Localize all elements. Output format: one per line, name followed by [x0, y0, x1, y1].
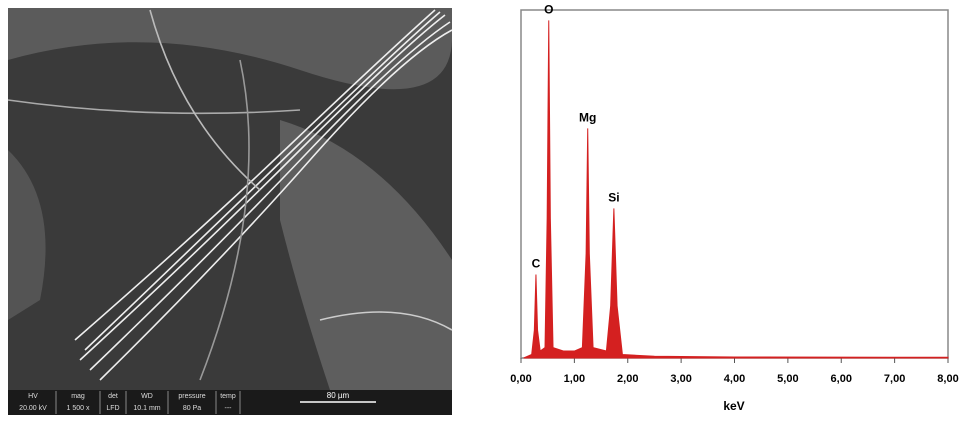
sem-texture: [8, 150, 46, 320]
sem-texture: [8, 8, 452, 90]
x-tick-label: 1,00: [564, 373, 585, 385]
x-tick-label: 5,00: [777, 373, 798, 385]
peak-label: Mg: [579, 110, 596, 124]
sem-texture: [280, 120, 452, 390]
info-value: 20.00 kV: [19, 405, 47, 412]
sem-fibers: [7, 9, 453, 381]
spectrum-area: [523, 20, 949, 359]
x-tick-label: 7,00: [884, 373, 905, 385]
info-value: 80 Pa: [183, 405, 201, 412]
info-value: 10.1 mm: [133, 405, 160, 412]
info-value: 1 500 x: [67, 405, 90, 412]
peak-label: Si: [608, 191, 619, 205]
x-tick-label: 2,00: [617, 373, 638, 385]
peak-label: O: [544, 3, 553, 17]
info-label: WD: [141, 393, 153, 400]
scale-bar-label: 80 µm: [327, 391, 350, 400]
x-tick-label: 3,00: [670, 373, 691, 385]
sem-image: HV 20.00 kV mag 1 500 x det LFD WD 10.1 mm press…: [7, 8, 453, 415]
x-tick-label: 8,00: [937, 373, 958, 385]
plot: 0,00 1,00 2,00 3,00 4,00 5,00 6,00 7,00 8,00 C O Mg…: [510, 3, 958, 385]
info-label: HV: [28, 393, 38, 400]
info-label: det: [108, 393, 118, 400]
info-label: mag: [71, 393, 85, 400]
x-axis-label: keV: [723, 399, 744, 413]
info-cells: HV 20.00 kV mag 1 500 x det LFD WD 10.1 mm press…: [19, 391, 241, 414]
x-tick-label: 6,00: [831, 373, 852, 385]
info-value: ---: [225, 405, 233, 412]
info-value: LFD: [106, 405, 119, 412]
x-tick-label: 0,00: [510, 373, 531, 385]
info-label: temp: [220, 393, 236, 400]
info-label: pressure: [178, 393, 205, 400]
info-bar: [8, 390, 452, 415]
peak-label: C: [532, 257, 541, 271]
x-tick-label: 4,00: [724, 373, 745, 385]
